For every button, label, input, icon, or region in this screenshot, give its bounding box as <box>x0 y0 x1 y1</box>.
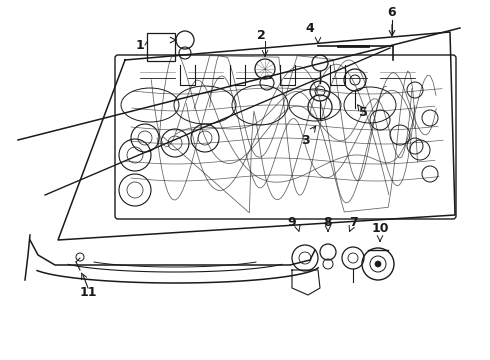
Text: 6: 6 <box>388 5 396 18</box>
Text: 5: 5 <box>359 105 368 118</box>
Bar <box>147 33 175 61</box>
Text: 3: 3 <box>301 134 309 147</box>
Text: 7: 7 <box>348 216 357 229</box>
Text: 11: 11 <box>79 285 97 298</box>
Text: 10: 10 <box>371 221 389 234</box>
Text: 4: 4 <box>306 22 315 35</box>
Text: 9: 9 <box>288 216 296 229</box>
Text: 1: 1 <box>136 39 145 51</box>
Text: 8: 8 <box>324 216 332 229</box>
Text: 2: 2 <box>257 28 266 41</box>
Circle shape <box>375 261 381 267</box>
